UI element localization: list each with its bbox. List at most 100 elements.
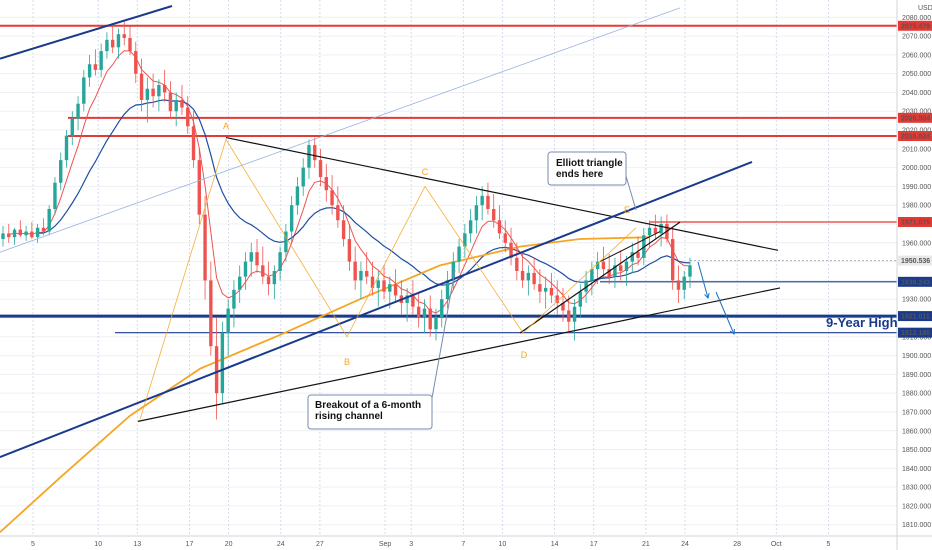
candle-body <box>12 229 17 238</box>
candle-body <box>624 261 629 271</box>
candle-body <box>110 39 115 48</box>
price-badge-label: 1921.011 <box>901 314 930 321</box>
channel-upper-line <box>0 5 173 60</box>
candle-body <box>261 265 265 277</box>
candle-body <box>416 306 421 318</box>
candle-body <box>515 257 519 271</box>
price-badge-label: 2016.824 <box>901 134 930 141</box>
price-tick-label: 1820.000 <box>902 503 931 510</box>
candle-body <box>636 252 640 258</box>
time-tick-label: 17 <box>186 541 194 548</box>
candle-body <box>520 271 525 281</box>
candle-body <box>526 272 531 281</box>
price-tick-label: 1830.000 <box>902 485 931 492</box>
candle-body <box>376 280 380 288</box>
price-badge-label: 1939.243 <box>901 279 930 286</box>
price-badges: 2075.479 2026.504 2016.824 1971.075 1950.536… <box>898 20 932 338</box>
projection-arrow-2 <box>715 291 735 335</box>
price-badge <box>898 131 932 142</box>
candle-body <box>255 252 259 266</box>
price-tick-label: 1840.000 <box>902 466 931 473</box>
candle-body <box>237 276 242 290</box>
candle-body <box>630 252 634 262</box>
horizontal-levels <box>0 24 897 334</box>
candle-body <box>422 308 427 318</box>
price-badge <box>898 311 932 322</box>
price-tick-label: 1880.000 <box>902 391 931 398</box>
time-tick-label: 27 <box>316 541 324 548</box>
time-tick-label: 10 <box>499 541 507 548</box>
candle-body <box>162 84 167 93</box>
candle-body <box>47 208 51 232</box>
candle-body <box>168 92 173 112</box>
price-scale-bg <box>897 0 932 550</box>
candle-body <box>561 302 565 311</box>
candle-body <box>532 272 536 285</box>
candle-body <box>53 182 57 209</box>
candle-body <box>468 220 473 234</box>
candle-body <box>365 271 369 277</box>
price-tick-label: 2010.000 <box>902 146 931 153</box>
candle-body <box>174 99 178 112</box>
price-tick-label: 2070.000 <box>902 34 931 41</box>
candle-body <box>411 295 415 307</box>
price-tick-label: 2000.000 <box>902 165 931 172</box>
candle-body <box>486 195 490 209</box>
candle-body <box>35 227 40 238</box>
candle-body <box>295 186 300 206</box>
candle-body <box>353 261 357 281</box>
price-tick-label: 1870.000 <box>902 409 931 416</box>
price-badge <box>898 20 932 31</box>
time-tick-label: Sep <box>379 541 392 548</box>
candle-body <box>76 103 80 119</box>
elliott-note-text: Elliott triangle <box>556 158 623 169</box>
currency-label: USD <box>918 5 932 12</box>
candle-body <box>18 229 23 236</box>
candle-body <box>457 246 461 262</box>
time-tick-label: 17 <box>590 541 598 548</box>
price-badge <box>898 216 932 227</box>
candle-body <box>463 233 467 247</box>
price-badge <box>898 112 932 123</box>
candle-body <box>289 205 294 232</box>
projection-arrow-2-head <box>729 328 735 335</box>
candle-body <box>601 261 606 270</box>
candle-body <box>226 308 230 334</box>
candle-body <box>503 233 507 243</box>
candle-body <box>359 271 363 281</box>
candle-body <box>197 160 201 215</box>
price-tick-label: 1980.000 <box>902 203 931 210</box>
price-badge <box>898 276 932 287</box>
candle-body <box>232 289 236 309</box>
breakout-note-box <box>307 394 433 430</box>
candle-body <box>330 190 334 206</box>
time-tick-label: 20 <box>225 541 233 548</box>
time-tick-label: 24 <box>681 541 689 548</box>
candle-body <box>266 276 271 285</box>
candle-body <box>99 51 103 70</box>
price-badge-label: 1971.075 <box>901 219 930 226</box>
candle-body <box>145 88 150 100</box>
price-tick-label: 1910.000 <box>902 334 931 341</box>
candle-body <box>284 231 288 253</box>
time-tick-label: 3 <box>409 541 413 548</box>
price-badge <box>898 327 932 338</box>
price-badge-label: 1950.536 <box>901 258 930 265</box>
candle-body <box>388 284 392 292</box>
candle-body <box>93 64 98 70</box>
trendline <box>225 136 779 251</box>
candle-body <box>116 34 121 48</box>
candle-body <box>688 265 692 277</box>
candle-body <box>555 295 559 303</box>
price-badge-label: 1912.180 <box>901 330 930 337</box>
candle-body <box>440 299 444 318</box>
trendline <box>519 221 681 334</box>
candle-body <box>139 73 144 100</box>
candle-body <box>370 276 375 288</box>
candle-body <box>670 239 675 281</box>
price-tick-label: 1890.000 <box>902 372 931 379</box>
candle-body <box>307 145 311 168</box>
candle-body <box>318 160 323 178</box>
candle-body <box>543 287 548 292</box>
